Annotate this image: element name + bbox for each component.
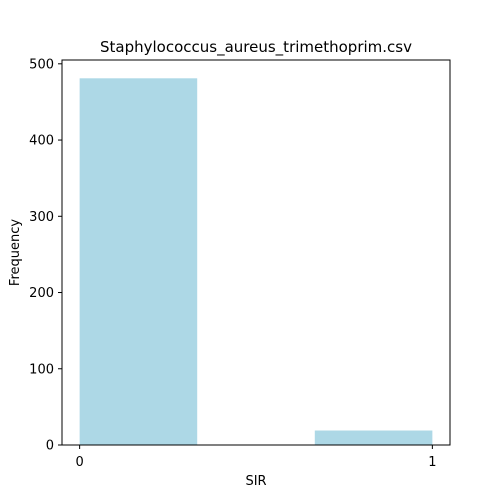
- y-tick-label: 400: [29, 134, 54, 149]
- y-tick-label: 100: [29, 362, 54, 377]
- bar-1: [314, 430, 433, 445]
- y-tick-label: 0: [46, 439, 54, 454]
- x-tick-label: 1: [428, 455, 436, 470]
- bars-layer: [79, 78, 433, 445]
- chart-title: Staphylococcus_aureus_trimethoprim.csv: [100, 38, 412, 57]
- plot-frame: [61, 59, 451, 446]
- x-tick-label: 0: [75, 455, 83, 470]
- axes-layer: 0 100 200 300 400 500 0 1: [29, 57, 451, 470]
- y-tick-label: 200: [29, 286, 54, 301]
- bar-0: [79, 78, 198, 445]
- y-tick-label: 500: [29, 57, 54, 72]
- y-tick-label: 300: [29, 210, 54, 225]
- x-axis-label: SIR: [245, 474, 266, 489]
- y-axis-label: Frequency: [8, 219, 23, 286]
